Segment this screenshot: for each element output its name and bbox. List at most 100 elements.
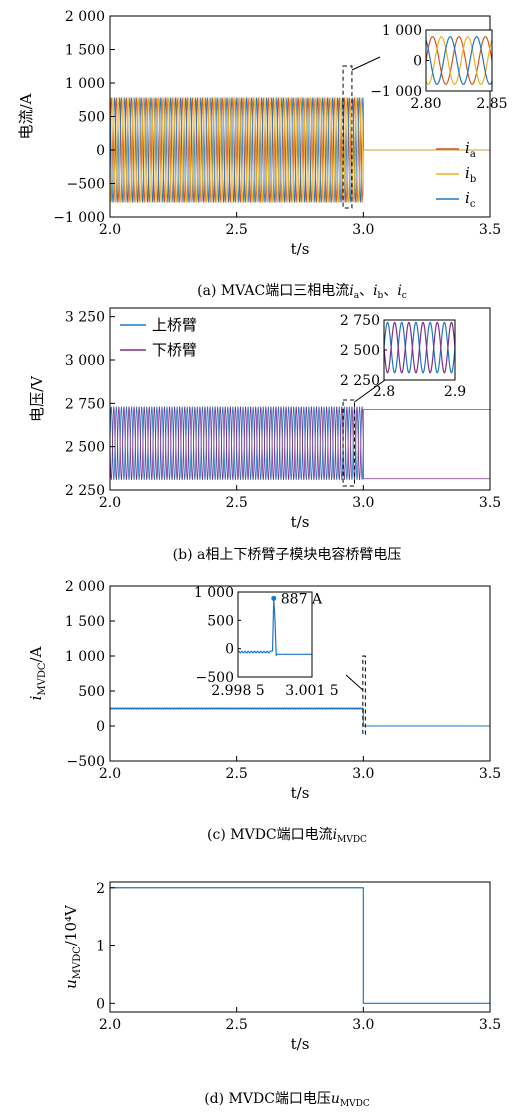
inset-y-tick-label: 1 000 bbox=[194, 585, 234, 601]
caption-var: i bbox=[397, 283, 401, 299]
x-axis-label: t/s bbox=[291, 240, 310, 258]
inset-x-tick-label: 2.8 bbox=[373, 384, 395, 400]
series-line-ib bbox=[109, 97, 490, 203]
inset-y-tick-label: −500 bbox=[196, 670, 234, 686]
caption-sep: 、 bbox=[383, 283, 397, 299]
zoom-region-box bbox=[342, 65, 353, 209]
y-label-var: i bbox=[27, 695, 45, 700]
y-tick-label: 0 bbox=[96, 996, 105, 1012]
x-tick-label: 2.5 bbox=[226, 1017, 248, 1033]
x-tick-label: 2.0 bbox=[99, 495, 121, 511]
inset-series-ic bbox=[425, 36, 493, 85]
legend-sub: b bbox=[470, 174, 476, 185]
x-tick-label: 2.5 bbox=[226, 222, 248, 238]
series-line-imvdc bbox=[109, 707, 490, 727]
y-tick-label: 1 000 bbox=[65, 649, 105, 665]
y-tick-label: 2 750 bbox=[65, 396, 105, 412]
caption: (d) MVDC端口电压uMVDC bbox=[204, 1091, 370, 1109]
caption-sub: MVDC bbox=[340, 1099, 370, 1109]
y-tick-label: 2 bbox=[96, 881, 105, 897]
caption-prefix: (d) MVDC端口电压 bbox=[204, 1091, 331, 1107]
plot-frame bbox=[109, 585, 491, 762]
caption-var: u bbox=[331, 1091, 340, 1107]
x-tick-label: 3.5 bbox=[479, 766, 501, 782]
inset-y-tick-label: 2 250 bbox=[340, 373, 380, 389]
inset-y-tick-label: 500 bbox=[207, 613, 234, 629]
y-label-sub: MVDC bbox=[37, 662, 48, 695]
x-tick-label: 3.0 bbox=[352, 495, 374, 511]
x-tick-label: 3.0 bbox=[352, 222, 374, 238]
plot-frame bbox=[109, 307, 491, 491]
y-tick-label: 2 500 bbox=[65, 440, 105, 456]
caption-sub: a bbox=[354, 291, 360, 301]
y-tick-label: 1 bbox=[96, 939, 105, 955]
y-label-unit: /A bbox=[27, 646, 45, 662]
inset-series-imvdc bbox=[237, 597, 312, 657]
legend-sub: c bbox=[470, 199, 476, 210]
legend-entry: 上桥臂 bbox=[152, 316, 197, 334]
y-tick-label: 500 bbox=[78, 684, 105, 700]
y-tick-label: 0 bbox=[96, 143, 105, 159]
y-label-sub: MVDC bbox=[72, 946, 83, 979]
y-tick-label: 2 250 bbox=[65, 483, 105, 499]
caption-var: i bbox=[333, 827, 337, 843]
y-tick-label: −500 bbox=[67, 177, 105, 193]
y-tick-label: 1 500 bbox=[65, 43, 105, 59]
plot-frame bbox=[109, 881, 491, 1013]
legend-var: i bbox=[465, 189, 470, 207]
zoom-region-box bbox=[362, 655, 366, 735]
series-line-lower bbox=[109, 406, 490, 480]
inset-y-tick-label: 0 bbox=[225, 642, 234, 658]
y-tick-label: 500 bbox=[78, 110, 105, 126]
inset-series-lower bbox=[383, 321, 456, 374]
y-tick-label: 3 250 bbox=[65, 310, 105, 326]
y-label-unit: /10⁴V bbox=[62, 904, 80, 946]
series-line-ia bbox=[109, 97, 490, 203]
caption: (c) MVDC端口电流iMVDC bbox=[207, 827, 367, 845]
caption-sub: b bbox=[378, 291, 384, 301]
caption-sep: 、 bbox=[359, 283, 373, 299]
x-tick-label: 2.5 bbox=[226, 766, 248, 782]
inset-background bbox=[426, 30, 492, 91]
x-tick-label: 2.5 bbox=[226, 495, 248, 511]
inset-y-tick-label: 2 750 bbox=[340, 313, 380, 329]
inset-x-tick-label: 2.80 bbox=[410, 96, 441, 112]
y-tick-label: 3 000 bbox=[65, 353, 105, 369]
x-tick-label: 3.5 bbox=[479, 1017, 501, 1033]
x-axis-label: t/s bbox=[291, 513, 310, 531]
inset-x-tick-label: 2.9 bbox=[444, 384, 466, 400]
caption-var: i bbox=[373, 283, 377, 299]
legend-sub: a bbox=[470, 149, 476, 160]
caption-sub: c bbox=[402, 291, 407, 301]
y-tick-label: 2 000 bbox=[65, 9, 105, 25]
zoom-connector bbox=[351, 56, 381, 71]
inset-y-tick-label: 0 bbox=[413, 54, 422, 70]
y-axis-label: uMVDC/10⁴V bbox=[62, 904, 83, 989]
x-axis-label: t/s bbox=[291, 1035, 310, 1053]
legend-var: i bbox=[465, 139, 470, 157]
x-tick-label: 2.0 bbox=[99, 1017, 121, 1033]
y-label-var: u bbox=[62, 979, 80, 989]
caption-prefix: (c) MVDC端口电流 bbox=[207, 827, 333, 843]
caption-prefix: (a) MVAC端口三相电流 bbox=[197, 283, 349, 299]
inset-y-tick-label: 1 000 bbox=[382, 23, 422, 39]
x-tick-label: 2.0 bbox=[99, 222, 121, 238]
y-tick-label: −1 000 bbox=[53, 210, 105, 226]
y-tick-label: 1 500 bbox=[65, 614, 105, 630]
zoom-connector bbox=[345, 674, 364, 691]
y-tick-label: 0 bbox=[96, 719, 105, 735]
inset-x-tick-label: 2.998 5 bbox=[211, 683, 264, 699]
caption-var: i bbox=[349, 283, 353, 299]
legend-entry: 下桥臂 bbox=[152, 341, 197, 359]
caption-sub: MVDC bbox=[337, 835, 367, 845]
y-axis-label: 电流/A bbox=[17, 93, 35, 139]
caption: (a) MVAC端口三相电流ia、ib、ic bbox=[197, 283, 407, 301]
y-tick-label: −500 bbox=[67, 754, 105, 770]
legend-entry: ib bbox=[465, 164, 476, 185]
inset-x-tick-label: 3.001 5 bbox=[285, 683, 338, 699]
y-axis-label: iMVDC/A bbox=[27, 646, 48, 700]
x-tick-label: 2.0 bbox=[99, 766, 121, 782]
x-tick-label: 3.0 bbox=[352, 766, 374, 782]
inset-y-tick-label: −1 000 bbox=[370, 84, 422, 100]
inset-y-tick-label: 2 500 bbox=[340, 343, 380, 359]
